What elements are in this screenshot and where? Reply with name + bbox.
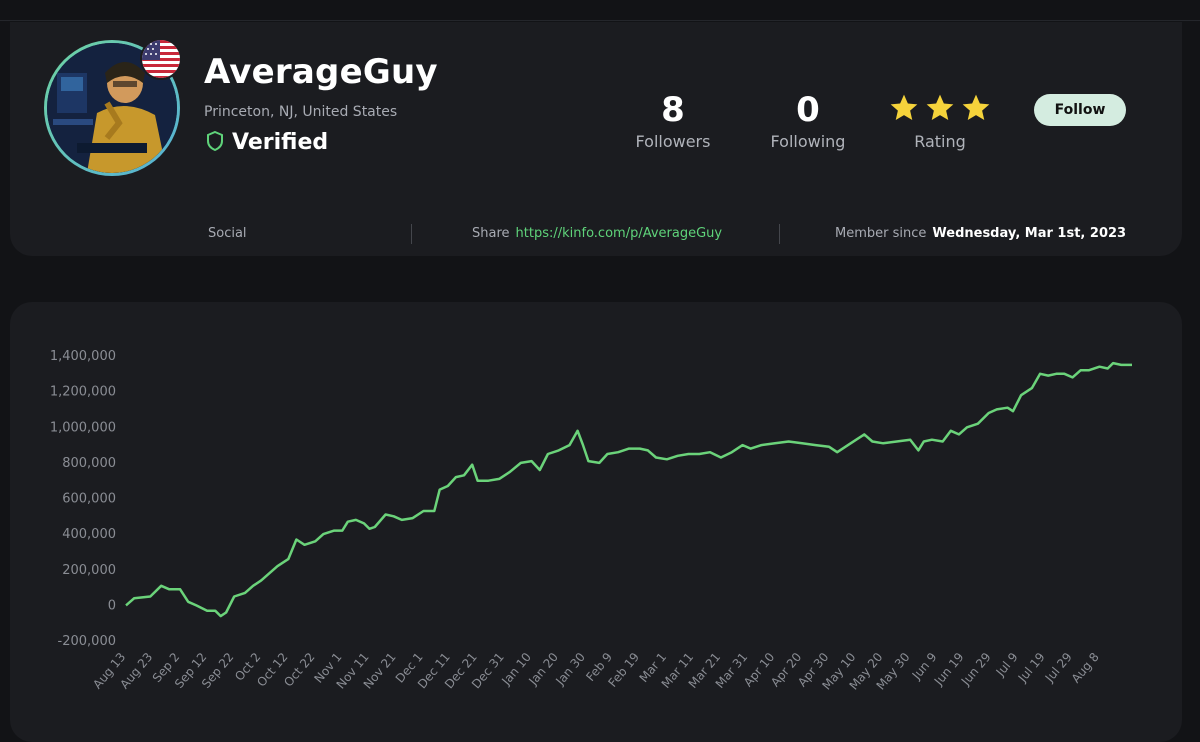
divider <box>779 224 780 244</box>
x-tick-label: Aug 8 <box>1069 650 1102 686</box>
rating-label: Rating <box>914 132 966 151</box>
following-stat[interactable]: 0 Following <box>743 90 873 151</box>
star-icon <box>888 92 920 128</box>
profile-location: Princeton, NJ, United States <box>204 104 398 120</box>
y-tick-label: 1,400,000 <box>50 349 116 364</box>
equity-chart: -200,000 0 200,000 400,000 600,000 800,000 1,0… <box>50 349 1132 693</box>
following-label: Following <box>770 132 846 151</box>
follow-button[interactable]: Follow <box>1034 94 1126 126</box>
y-tick-label: 1,200,000 <box>50 385 116 400</box>
x-tick-label: Jun 29 <box>958 650 994 689</box>
verified-badge: Verified <box>206 130 328 155</box>
x-tick-label: Jul 19 <box>1015 650 1048 685</box>
equity-chart-card: -200,000 0 200,000 400,000 600,000 800,000 1,0… <box>10 302 1182 742</box>
y-tick-label: 800,000 <box>62 456 116 471</box>
followers-label: Followers <box>635 132 711 151</box>
followers-count: 8 <box>661 90 685 130</box>
divider <box>411 224 412 244</box>
rating-stat: Rating <box>880 90 1000 151</box>
share-link[interactable]: https://kinfo.com/p/AverageGuy <box>515 226 723 241</box>
x-tick-label: Jun 19 <box>931 650 967 689</box>
x-tick-label: Jan 30 <box>552 650 588 689</box>
member-since-value: Wednesday, Mar 1st, 2023 <box>932 226 1127 241</box>
x-tick-label: Jan 20 <box>525 650 561 689</box>
star-icon <box>924 92 956 128</box>
rating-stars <box>880 90 1000 130</box>
top-divider <box>0 20 1200 21</box>
profile-card: AverageGuy Princeton, NJ, United States … <box>10 22 1182 256</box>
star-icon <box>960 92 992 128</box>
member-since-section: Member since Wednesday, Mar 1st, 2023 <box>835 226 1126 241</box>
info-row: Social Share https://kinfo.com/p/AverageG… <box>10 222 1182 248</box>
following-count: 0 <box>796 90 820 130</box>
followers-stat[interactable]: 8 Followers <box>608 90 738 151</box>
verified-label: Verified <box>232 130 329 155</box>
y-tick-label: 200,000 <box>62 563 116 578</box>
share-section: Share https://kinfo.com/p/AverageGuy <box>472 226 722 241</box>
social-label[interactable]: Social <box>208 226 247 241</box>
y-tick-label: 400,000 <box>62 527 116 542</box>
y-tick-label: 0 <box>108 598 116 613</box>
member-since-label: Member since <box>835 226 927 241</box>
us-flag-icon <box>140 38 182 80</box>
y-tick-label: 600,000 <box>62 492 116 507</box>
y-tick-label: -200,000 <box>58 634 116 649</box>
shield-icon <box>206 130 224 155</box>
y-tick-label: 1,000,000 <box>50 420 116 435</box>
profile-name: AverageGuy <box>204 52 438 92</box>
x-tick-label: Jan 10 <box>498 650 534 689</box>
x-tick-label: Jul 29 <box>1042 650 1075 685</box>
equity-series-line <box>125 361 1132 618</box>
share-label: Share <box>472 226 510 241</box>
